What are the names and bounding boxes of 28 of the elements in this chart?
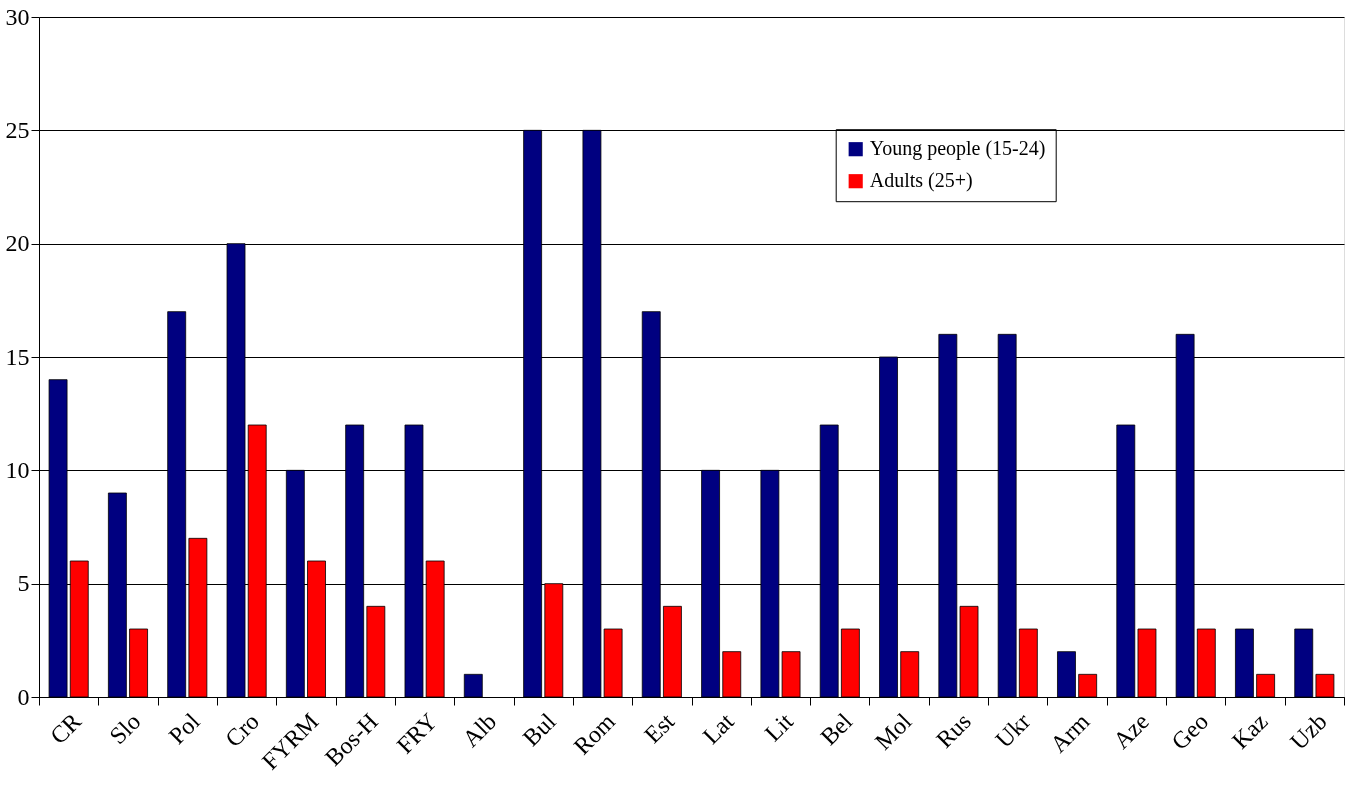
- x-tick-label: Rom: [568, 707, 621, 760]
- y-tick-label: 20: [5, 230, 30, 257]
- x-tick-label: Pol: [163, 707, 205, 750]
- x-tick-label: Cro: [220, 708, 265, 752]
- y-tick-label: 25: [5, 116, 30, 143]
- x-tick-label: Uzb: [1285, 708, 1332, 755]
- y-tick-label: 30: [5, 3, 30, 30]
- y-tick-label: 10: [5, 456, 30, 483]
- x-tick-label: Kaz: [1226, 708, 1273, 754]
- x-tick-label: Alb: [457, 708, 502, 752]
- x-tick-label: Mol: [869, 707, 917, 755]
- x-tick-label: CR: [45, 708, 87, 750]
- y-tick-label: 0: [17, 683, 30, 710]
- x-tick-label: Aze: [1108, 708, 1154, 754]
- x-tick-label: Slo: [104, 708, 146, 750]
- x-tick-label: Ukr: [990, 708, 1036, 753]
- x-tick-label: Est: [639, 707, 680, 749]
- x-tick-label: Lat: [697, 707, 739, 750]
- legend-label: Adults (25+): [869, 169, 973, 193]
- x-tick-label: Geo: [1166, 708, 1214, 755]
- legend-label: Young people (15-24): [869, 137, 1046, 161]
- x-tick-label: Arm: [1045, 707, 1095, 758]
- x-tick-label: Rus: [931, 708, 976, 753]
- x-tick-label: Bel: [815, 707, 858, 751]
- y-tick-label: 15: [5, 343, 30, 370]
- x-tick-label: Bul: [517, 707, 561, 751]
- y-tick-label: 5: [17, 570, 30, 597]
- x-tick-label: Lit: [759, 707, 799, 747]
